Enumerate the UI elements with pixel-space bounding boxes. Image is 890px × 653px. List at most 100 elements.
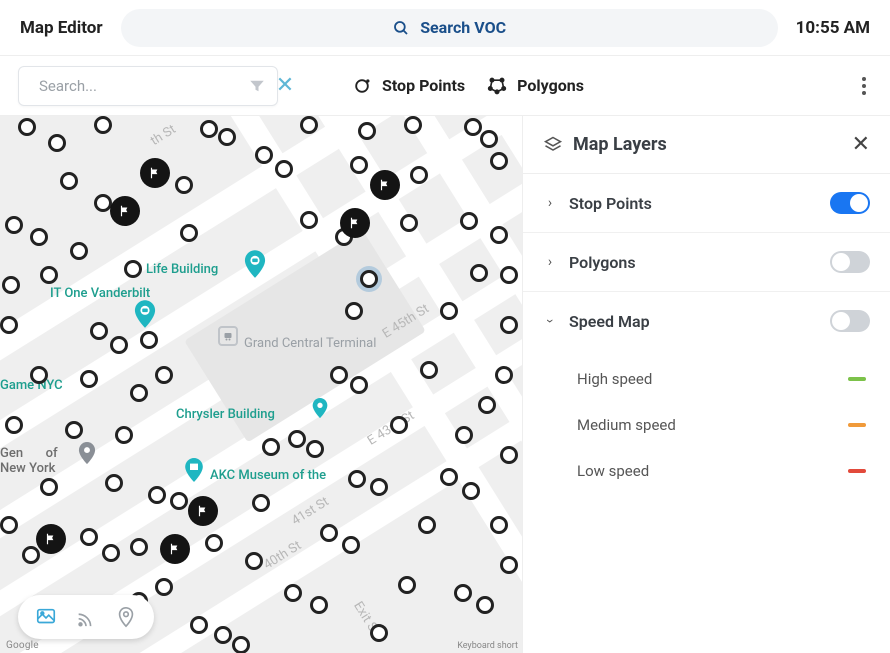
- stop-point-marker[interactable]: [102, 544, 120, 562]
- stop-points-tool[interactable]: Stop Points: [352, 76, 465, 96]
- stop-point-marker[interactable]: [105, 474, 123, 492]
- stop-flag-marker[interactable]: [140, 158, 170, 188]
- stop-point-marker[interactable]: [200, 120, 218, 138]
- stop-point-marker[interactable]: [170, 492, 188, 510]
- stop-point-marker[interactable]: [462, 482, 480, 500]
- more-menu-icon[interactable]: [856, 71, 872, 101]
- stop-point-marker[interactable]: [80, 528, 98, 546]
- stop-point-marker[interactable]: [418, 516, 436, 534]
- stop-point-marker[interactable]: [5, 416, 23, 434]
- search-input[interactable]: [39, 77, 238, 95]
- stop-point-marker[interactable]: [2, 276, 20, 294]
- stop-point-marker[interactable]: [80, 370, 98, 388]
- stop-point-marker[interactable]: [500, 446, 518, 464]
- stop-flag-marker[interactable]: [370, 170, 400, 200]
- stop-point-marker[interactable]: [130, 538, 148, 556]
- stop-point-marker[interactable]: [115, 426, 133, 444]
- stop-point-marker[interactable]: [0, 316, 18, 334]
- stop-point-marker[interactable]: [252, 494, 270, 512]
- stop-point-marker[interactable]: [300, 116, 318, 134]
- stop-point-marker[interactable]: [275, 160, 293, 178]
- stop-point-marker[interactable]: [350, 156, 368, 174]
- stop-point-marker[interactable]: [218, 128, 236, 146]
- stop-point-marker[interactable]: [490, 152, 508, 170]
- stop-point-marker[interactable]: [358, 122, 376, 140]
- stop-point-marker[interactable]: [440, 468, 458, 486]
- stop-point-marker[interactable]: [124, 260, 142, 278]
- map-canvas[interactable]: th St E 45th St E 43rd St 41st St 40th S…: [0, 116, 522, 653]
- stop-point-marker[interactable]: [310, 596, 328, 614]
- stop-point-marker[interactable]: [30, 366, 48, 384]
- stop-flag-marker[interactable]: [110, 196, 140, 226]
- stop-point-marker[interactable]: [255, 146, 273, 164]
- stop-point-marker[interactable]: [40, 478, 58, 496]
- stop-point-marker[interactable]: [155, 578, 173, 596]
- stop-point-marker[interactable]: [5, 216, 23, 234]
- stop-point-marker[interactable]: [410, 166, 428, 184]
- stop-point-marker[interactable]: [440, 302, 458, 320]
- stop-flag-marker[interactable]: [160, 534, 190, 564]
- stop-point-marker[interactable]: [478, 396, 496, 414]
- stop-point-marker[interactable]: [390, 416, 408, 434]
- stop-point-marker[interactable]: [110, 336, 128, 354]
- close-icon[interactable]: ✕: [852, 132, 870, 157]
- stop-point-marker[interactable]: [22, 546, 40, 564]
- stop-point-marker[interactable]: [495, 366, 513, 384]
- stop-point-marker[interactable]: [130, 384, 148, 402]
- stop-point-marker[interactable]: [476, 596, 494, 614]
- layer-row-stop-points[interactable]: › Stop Points: [523, 174, 890, 233]
- stop-point-marker[interactable]: [155, 366, 173, 384]
- stop-point-marker[interactable]: [500, 266, 518, 284]
- stop-point-marker[interactable]: [370, 478, 388, 496]
- stop-point-marker[interactable]: [214, 626, 232, 644]
- stop-flag-marker[interactable]: [188, 496, 218, 526]
- polygons-tool[interactable]: Polygons: [487, 76, 584, 96]
- stop-point-marker[interactable]: [464, 118, 482, 136]
- stop-point-marker[interactable]: [345, 302, 363, 320]
- satellite-icon[interactable]: [72, 603, 100, 631]
- stop-point-marker[interactable]: [490, 516, 508, 534]
- stop-point-marker[interactable]: [284, 584, 302, 602]
- stop-point-marker[interactable]: [18, 118, 36, 136]
- stop-point-marker[interactable]: [370, 624, 388, 642]
- stop-point-marker[interactable]: [245, 552, 263, 570]
- toggle-stop-points[interactable]: [830, 192, 870, 214]
- location-icon[interactable]: [112, 603, 140, 631]
- layer-row-polygons[interactable]: › Polygons: [523, 233, 890, 292]
- stop-point-marker[interactable]: [460, 212, 478, 230]
- basemap-icon[interactable]: [32, 603, 60, 631]
- stop-point-marker[interactable]: [420, 361, 438, 379]
- stop-point-marker[interactable]: [350, 376, 368, 394]
- stop-point-marker[interactable]: [500, 556, 518, 574]
- stop-point-marker[interactable]: [306, 440, 324, 458]
- stop-point-marker[interactable]: [398, 576, 416, 594]
- stop-point-marker[interactable]: [490, 226, 508, 244]
- stop-point-marker[interactable]: [288, 430, 306, 448]
- stop-point-marker[interactable]: [348, 470, 366, 488]
- stop-point-marker[interactable]: [404, 116, 422, 134]
- clear-icon[interactable]: ✕: [276, 77, 294, 95]
- stop-point-marker[interactable]: [262, 438, 280, 456]
- selected-stop-point[interactable]: [356, 266, 382, 292]
- stop-point-marker[interactable]: [454, 584, 472, 602]
- toggle-speed-map[interactable]: [830, 310, 870, 332]
- stop-point-marker[interactable]: [330, 366, 348, 384]
- stop-point-marker[interactable]: [30, 228, 48, 246]
- search-box[interactable]: ✕: [18, 66, 278, 106]
- stop-point-marker[interactable]: [470, 264, 488, 282]
- toggle-polygons[interactable]: [830, 251, 870, 273]
- stop-flag-marker[interactable]: [36, 524, 66, 554]
- stop-point-marker[interactable]: [320, 524, 338, 542]
- stop-point-marker[interactable]: [48, 134, 66, 152]
- stop-point-marker[interactable]: [400, 214, 418, 232]
- stop-point-marker[interactable]: [232, 636, 250, 653]
- global-search[interactable]: Search VOC: [121, 9, 778, 47]
- stop-point-marker[interactable]: [0, 516, 18, 534]
- stop-point-marker[interactable]: [70, 242, 88, 260]
- stop-flag-marker[interactable]: [340, 208, 370, 238]
- stop-point-marker[interactable]: [190, 616, 208, 634]
- filter-icon[interactable]: [248, 77, 266, 95]
- stop-point-marker[interactable]: [342, 536, 360, 554]
- stop-point-marker[interactable]: [60, 172, 78, 190]
- stop-point-marker[interactable]: [205, 534, 223, 552]
